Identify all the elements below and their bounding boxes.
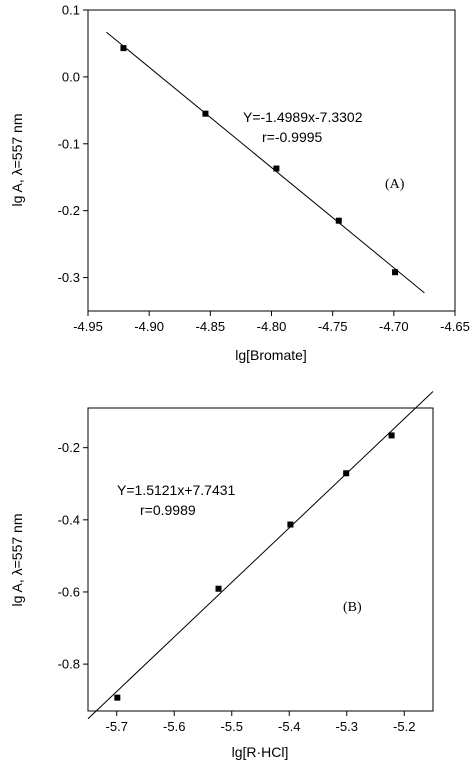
- chart-b-x-axis-title: lg[R·HCl]: [232, 744, 289, 760]
- chart-a-x-tick-label: -4.70: [379, 319, 409, 334]
- chart-b-data-point: [343, 470, 350, 477]
- chart-a-x-axis-title: lg[Bromate]: [235, 347, 307, 363]
- chart-b-plot-frame: [87, 407, 434, 712]
- chart-a-x-tick-label: -4.95: [73, 319, 103, 334]
- chart-b-x-tick-label: -5.5: [221, 719, 243, 734]
- chart-a-x-tick-label: -4.75: [318, 319, 348, 334]
- chart-a: 0.10.0-0.1-0.2-0.3 -4.95 -4.90 -4.85 -4.80-…: [9, 3, 470, 364]
- chart-a-y-tick-label: 0.1: [62, 3, 80, 18]
- chart-b-panel-label: (B): [343, 600, 362, 615]
- chart-b-r-value: r=0.9989: [140, 502, 196, 518]
- chart-a-fit-line: [106, 31, 425, 294]
- chart-a-x-tick-label: -4.85: [196, 319, 226, 334]
- chart-a-x-tick-label: -4.80: [257, 319, 287, 334]
- chart-a-x-tick-label: -4.90: [134, 319, 164, 334]
- chart-a-equation: Y=-1.4989x-7.3302: [243, 109, 363, 125]
- chart-a-y-tick-label: -0.1: [58, 136, 80, 151]
- chart-b-y-ticks: -0.2 -0.4 -0.6 -0.8: [58, 440, 88, 672]
- chart-b-data-point: [215, 585, 222, 592]
- chart-b-x-tick-label: -5.4: [278, 719, 300, 734]
- chart-a-data-point: [392, 269, 399, 276]
- chart-b-y-tick-label: -0.8: [58, 657, 80, 672]
- chart-b-y-tick-label: -0.2: [58, 440, 80, 455]
- chart-b-x-ticks: -5.7 -5.6 -5.5 -5.4 -5.3 -5.2: [106, 711, 415, 734]
- chart-b-equation: Y=1.5121x+7.7431: [117, 482, 236, 498]
- chart-b-x-tick-label: -5.7: [106, 719, 128, 734]
- chart-b-points: [114, 432, 395, 701]
- chart-b-data-point: [114, 694, 121, 701]
- chart-a-data-point: [120, 45, 127, 52]
- chart-a-y-ticks: 0.1 0.0 -0.1 -0.2 -0.3: [58, 3, 88, 285]
- chart-a-panel-label: (A): [385, 177, 405, 192]
- chart-a-data-point: [335, 217, 342, 224]
- chart-b: -0.2-0.4-0.6-0.8 -5.7 -5.6 -5.5 -5.4 -5.3 -5.…: [9, 391, 434, 760]
- chart-b-x-tick-label: -5.2: [393, 719, 415, 734]
- chart-a-data-point: [202, 110, 209, 117]
- chart-b-x-tick-label: -5.3: [336, 719, 358, 734]
- chart-a-y-tick-label: 0.0: [62, 69, 80, 84]
- chart-b-x-tick-label: -5.6: [163, 719, 185, 734]
- chart-b-y-tick-label: -0.4: [58, 512, 80, 527]
- chart-a-x-tick-label: -4.65: [440, 319, 470, 334]
- chart-b-data-point: [388, 432, 395, 439]
- chart-a-data-point: [273, 165, 280, 172]
- chart-a-y-axis-title: lg A, λ=557 nm: [9, 113, 25, 206]
- chart-a-y-tick-label: -0.3: [58, 270, 80, 285]
- chart-a-plot-frame: [87, 9, 456, 312]
- chart-a-points: [120, 45, 399, 276]
- chart-a-x-ticks: -4.95 -4.90 -4.85 -4.80 -4.75 -4.70 -4.65: [73, 311, 470, 334]
- chart-b-y-tick-label: -0.6: [58, 584, 80, 599]
- chart-b-data-point: [287, 521, 294, 528]
- chart-b-y-axis-title: lg A, λ=557 nm: [9, 513, 25, 606]
- chart-a-r-value: r=-0.9995: [262, 129, 323, 145]
- chart-b-fit-line: [87, 391, 434, 720]
- chart-a-y-tick-label: -0.2: [58, 203, 80, 218]
